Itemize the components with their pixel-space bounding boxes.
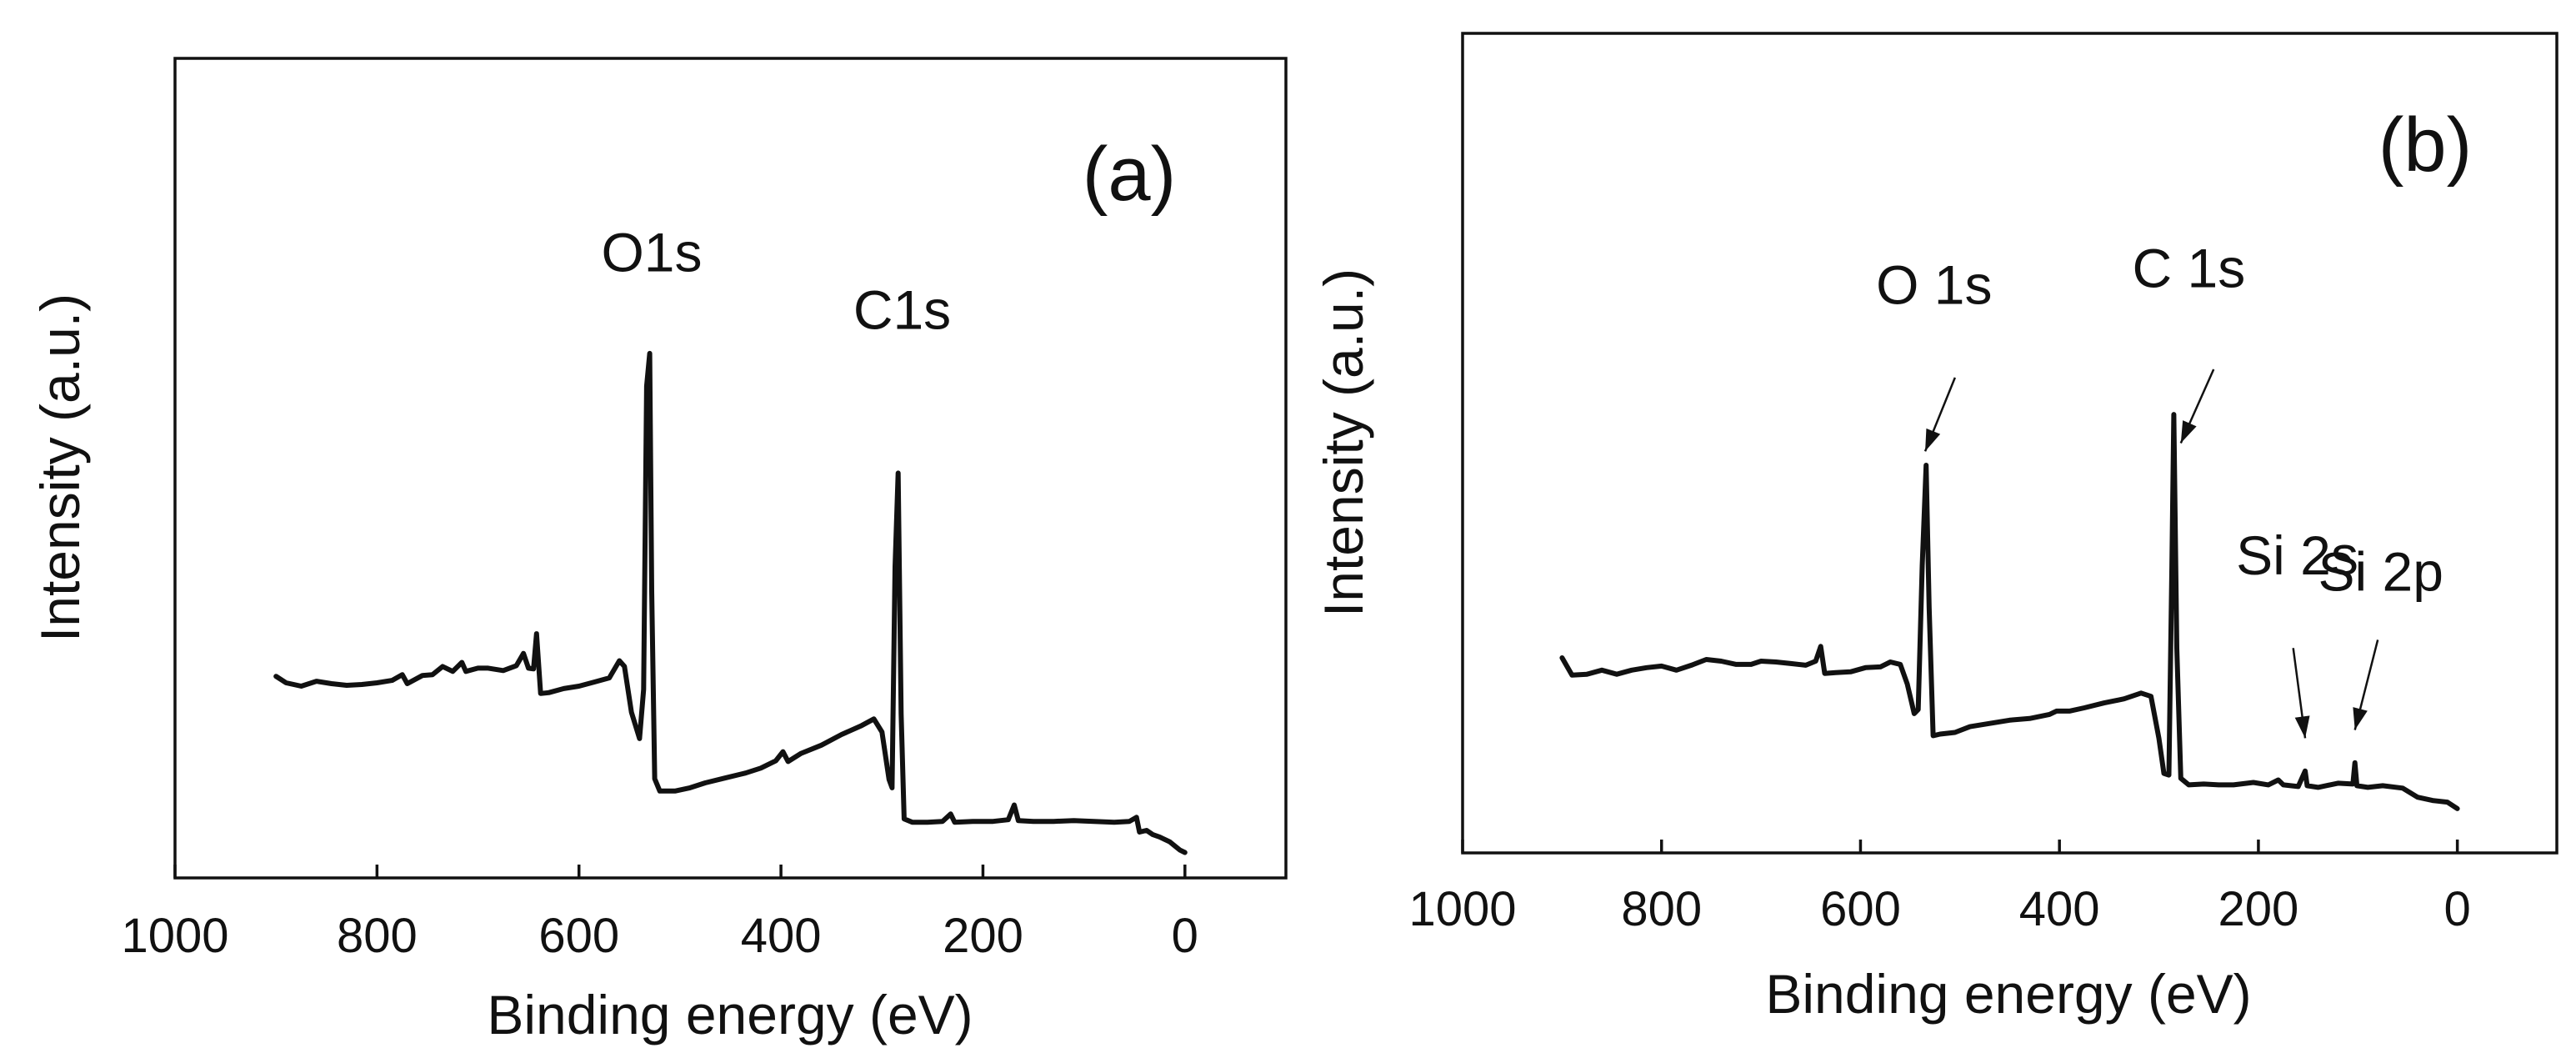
panel-label-b: (b)	[2378, 103, 2472, 188]
plot-frame-a	[173, 57, 1288, 880]
peak-labels-a: O1s C1s	[601, 222, 951, 341]
spectrum-line-b	[1559, 412, 2460, 811]
peak-label-b-2: Si 2s	[2236, 524, 2358, 586]
x-ticks-b	[1461, 840, 2459, 853]
arrows-b	[1923, 369, 2379, 739]
x-tick-label-b-400: 400	[2019, 882, 2100, 936]
x-tick-labels-a: 1000 800 600 400 200 0	[121, 909, 1198, 963]
x-tick-label-b-0: 0	[2444, 882, 2471, 936]
x-tick-label-a-0: 0	[1172, 909, 1198, 963]
spectrum-line-a	[273, 350, 1188, 855]
x-tick-label-a-400: 400	[741, 909, 822, 963]
x-tick-label-b-200: 200	[2218, 882, 2299, 936]
panel-a: 1000 800 600 400 200 0 O1s C1s (a) Binding ene…	[29, 57, 1288, 1045]
annotation-arrowhead-b-2	[2294, 715, 2310, 739]
x-tick-labels-b: 1000 800 600 400 200 0	[1408, 882, 2470, 936]
peak-label-b-3: Si 2p	[2318, 540, 2443, 602]
x-tick-label-b-800: 800	[1621, 882, 1702, 936]
x-tick-label-a-200: 200	[943, 909, 1023, 963]
annotation-arrowhead-b-3	[2353, 707, 2368, 730]
y-axis-title-b: Intensity (a.u.)	[1313, 268, 1374, 617]
x-tick-label-a-1000: 1000	[121, 909, 228, 963]
x-tick-label-a-800: 800	[337, 909, 418, 963]
x-tick-label-b-600: 600	[1820, 882, 1901, 936]
peak-label-b-0: O 1s	[1876, 253, 1992, 315]
x-axis-title-a: Binding energy (eV)	[487, 984, 973, 1045]
annotation-arrowhead-b-0	[1925, 428, 1941, 452]
x-tick-label-b-1000: 1000	[1408, 882, 1516, 936]
x-axis-title-b: Binding energy (eV)	[1765, 963, 2251, 1025]
plot-frame-b	[1461, 32, 2558, 855]
peak-label-a-0: O1s	[601, 222, 702, 283]
peak-label-b-1: C 1s	[2132, 238, 2245, 299]
x-ticks-a	[173, 865, 1187, 878]
panel-label-a: (a)	[1083, 132, 1176, 217]
annotation-arrowhead-b-1	[2180, 420, 2197, 444]
y-axis-title-a: Intensity (a.u.)	[29, 293, 91, 642]
peak-label-a-1: C1s	[853, 278, 951, 340]
x-tick-label-a-600: 600	[538, 909, 619, 963]
